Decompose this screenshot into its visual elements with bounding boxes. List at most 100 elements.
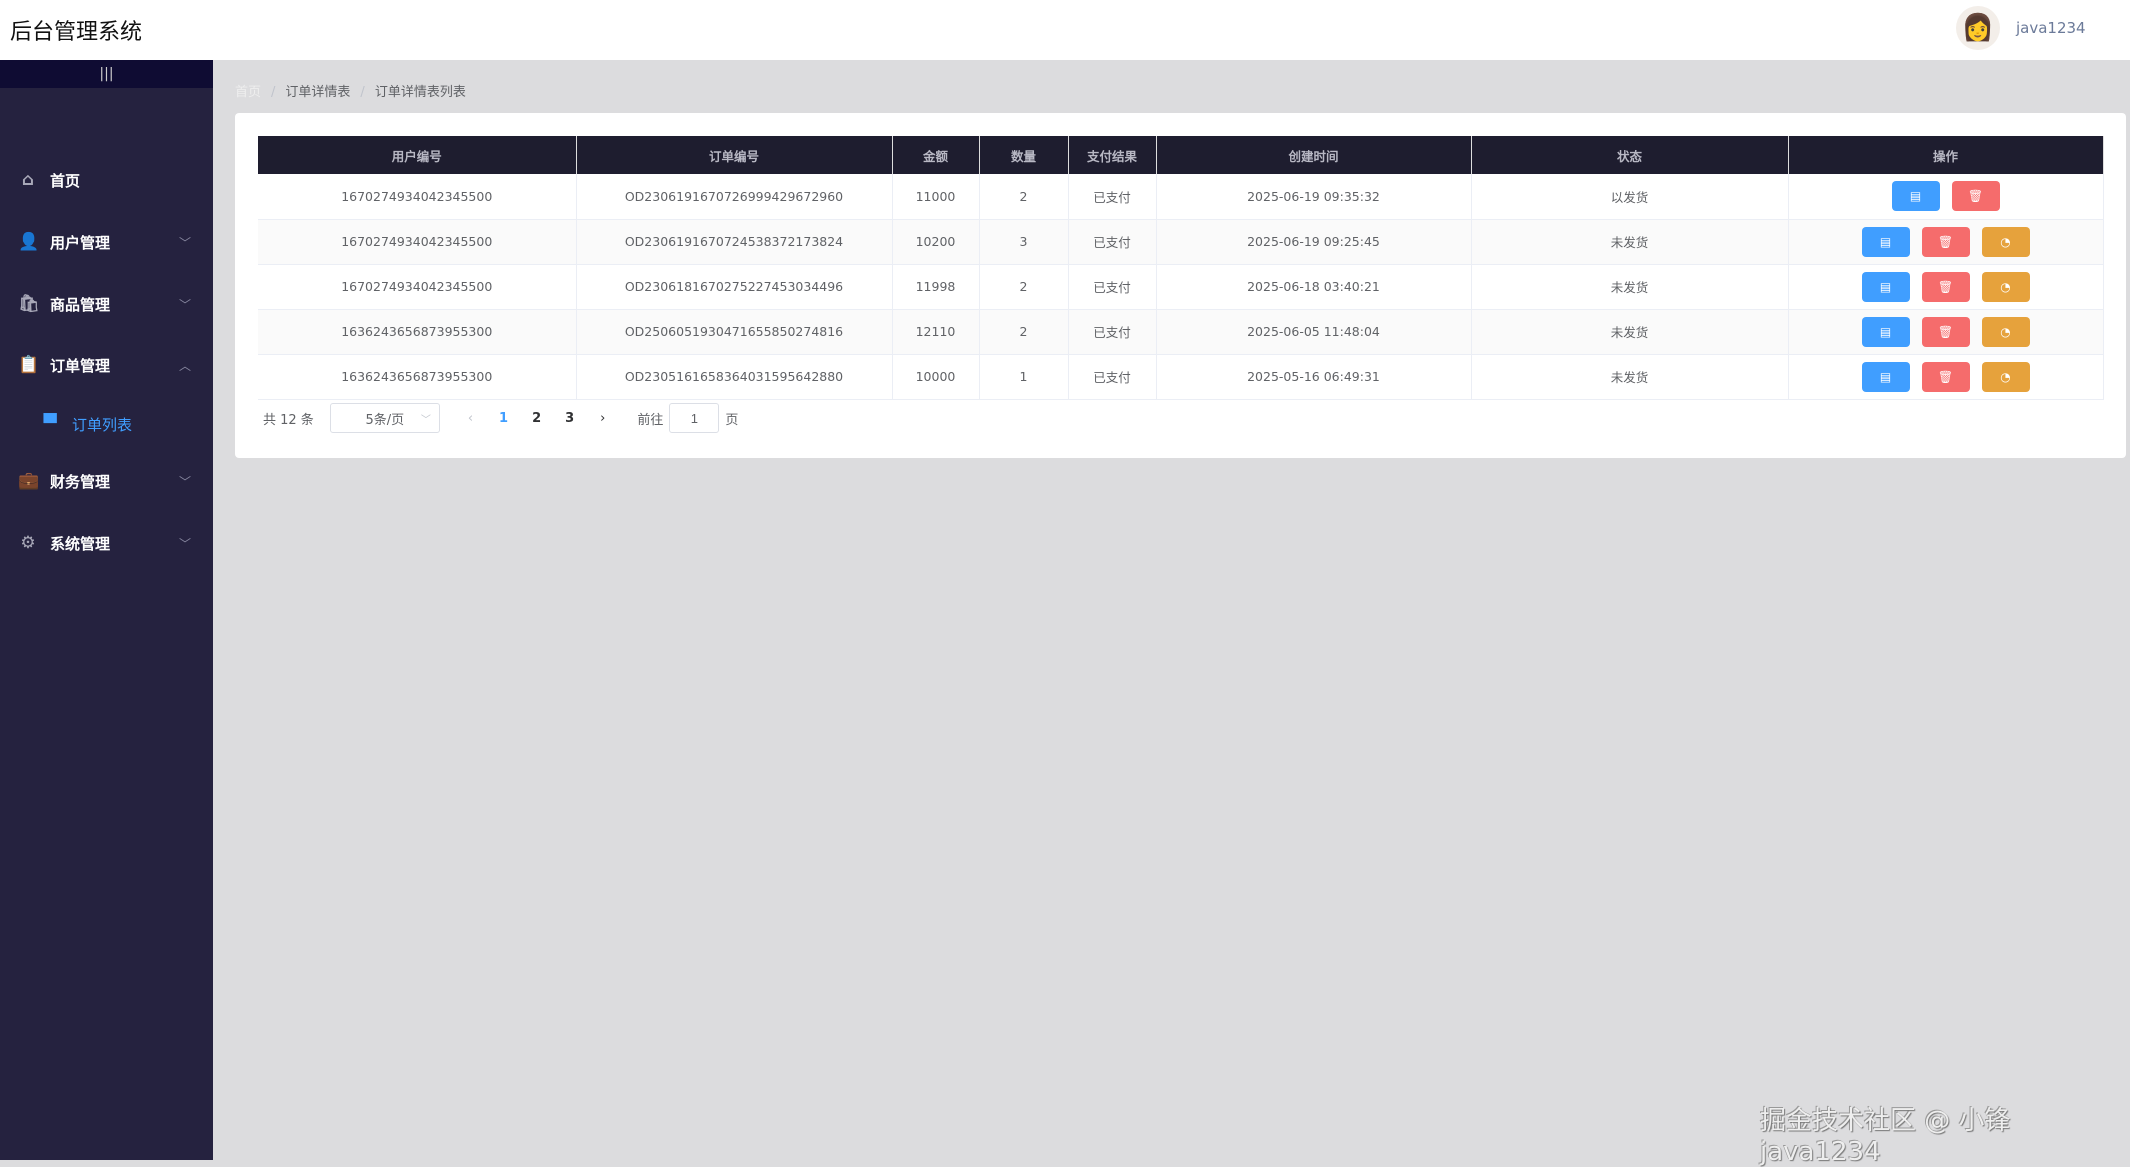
orders-table: 用户编号 订单编号 金额 数量 支付结果 创建时间 状态 操作 167027493404234… [258, 136, 2104, 400]
watermark: 掘金技术社区 @ 小锋java1234 [1760, 1106, 2011, 1167]
table-cell: 2025-05-16 06:49:31 [1156, 354, 1472, 400]
delete-button[interactable]: 🗑 [1921, 316, 1970, 347]
delete-icon: 🗑 [1937, 234, 1954, 249]
chevron-down-icon[interactable]: ﹀ [178, 297, 191, 312]
page-size-select[interactable]: 5条/页 ﹀ [329, 403, 440, 433]
breadcrumb-home[interactable]: 首页 [235, 85, 262, 100]
chevron-down-icon[interactable]: ﹀ [178, 474, 191, 489]
ship-button[interactable]: ◔ [1981, 271, 2030, 302]
page-2[interactable]: 2 [532, 410, 542, 426]
sidebar-item-label: 系统管理 [50, 534, 111, 553]
actions-cell: ▤ 🗑 ◔ [1788, 264, 2104, 310]
page-suffix: 页 [725, 412, 739, 428]
goto-page-input[interactable] [669, 403, 720, 433]
table-cell: 1670274934042345500 [258, 219, 577, 265]
ship-icon: ◔ [2000, 234, 2011, 249]
table-row: 1636243656873955300 OD2506051930471655850… [258, 309, 2104, 355]
table-cell: OD2305161658364031595642880 [576, 354, 893, 400]
table-cell: 10200 [892, 219, 980, 265]
table-cell: 1 [979, 354, 1069, 400]
table-cell: OD23061916707269994296729​60 [576, 174, 893, 220]
table-cell: 2025-06-05 11:48:04 [1156, 309, 1472, 355]
chevron-down-icon[interactable]: ﹀ [178, 235, 191, 250]
table-cell: 10000 [892, 354, 980, 400]
briefcase-icon: 💼 [18, 471, 40, 491]
table-cell: 已支付 [1068, 174, 1157, 220]
collapse-toggle[interactable]: ||| [0, 60, 213, 88]
edit-icon: ▤ [1909, 189, 1922, 204]
username[interactable]: java1234 [2016, 19, 2086, 37]
table-cell: 11000 [892, 174, 980, 220]
page-3[interactable]: 3 [565, 410, 575, 426]
chevron-up-icon[interactable]: ︿ [178, 358, 191, 373]
edit-button[interactable]: ▤ [1861, 361, 1910, 392]
table-cell: 已支付 [1068, 219, 1157, 265]
sidebar-item-0[interactable]: ⌂ 首页 [0, 160, 213, 200]
top-header: 后台管理系统 👩 java1234 [0, 0, 2130, 60]
table-cell: 2 [979, 309, 1069, 355]
column-header: 状态 [1471, 136, 1789, 174]
sidebar-item-4[interactable]: ▀ 订单列表 [0, 404, 213, 444]
table-cell: 以发货 [1471, 174, 1789, 220]
goto-label: 前往 [637, 412, 664, 428]
user-icon: 👤 [18, 232, 40, 252]
table-row: 1670274934042345500 OD2306191670726999429… [258, 174, 2104, 220]
ship-icon: ◔ [2000, 369, 2011, 384]
sidebar-item-2[interactable]: 🛍 商品管理 ﹀ [0, 284, 213, 324]
table-cell: 未发货 [1471, 264, 1789, 310]
table-cell: 2 [979, 174, 1069, 220]
table-cell: 已支付 [1068, 264, 1157, 310]
edit-button[interactable]: ▤ [1861, 271, 1910, 302]
table-row: 1636243656873955300 OD2305161658364031595… [258, 354, 2104, 400]
table-cell: 3 [979, 219, 1069, 265]
breadcrumb: 首页 / 订单详情表 / 订单详情表列表 [235, 85, 466, 100]
prev-page-button[interactable]: ‹ [467, 410, 474, 426]
chevron-down-icon[interactable]: ﹀ [178, 536, 191, 551]
column-header: 用户编号 [258, 136, 577, 174]
delete-button[interactable]: 🗑 [1951, 181, 2000, 212]
sidebar-item-3[interactable]: 📋 订单管理 ︿ [0, 345, 213, 385]
table-cell: 未发货 [1471, 219, 1789, 265]
total-count: 共 12 条 [263, 412, 314, 428]
breadcrumb-item[interactable]: 订单详情表 [285, 85, 351, 100]
page-1[interactable]: 1 [499, 410, 509, 426]
delete-button[interactable]: 🗑 [1921, 271, 1970, 302]
ship-button[interactable]: ◔ [1981, 316, 2030, 347]
gear-icon: ⚙ [20, 533, 36, 553]
sidebar-item-label: 商品管理 [50, 295, 111, 314]
delete-button[interactable]: 🗑 [1921, 226, 1970, 257]
edit-button[interactable]: ▤ [1861, 226, 1910, 257]
edit-button[interactable]: ▤ [1891, 181, 1940, 212]
sidebar-item-label: 首页 [50, 171, 81, 190]
table-cell: 已支付 [1068, 354, 1157, 400]
avatar[interactable]: 👩 [1956, 6, 2000, 50]
edit-icon: ▤ [1879, 234, 1892, 249]
delete-icon: 🗑 [1937, 369, 1954, 384]
next-page-button[interactable]: › [600, 410, 606, 426]
column-header: 订单编号 [576, 136, 893, 174]
delete-button[interactable]: 🗑 [1921, 361, 1970, 392]
table-cell: 1670274934042345500 [258, 264, 577, 310]
sidebar: ||| ⌂ 首页 👤 用户管理 ﹀ 🛍 商品管理 ﹀ 📋 订单管理 ︿ ▀ 订单列表 💼 财务管理 ﹀ ⚙ 系统管… [0, 60, 213, 1160]
ship-button[interactable]: ◔ [1981, 361, 2030, 392]
sidebar-item-1[interactable]: 👤 用户管理 ﹀ [0, 222, 213, 262]
table-cell: OD2306181670275227453034496 [576, 264, 893, 310]
edit-button[interactable]: ▤ [1861, 316, 1910, 347]
ship-button[interactable]: ◔ [1981, 226, 2030, 257]
bag-icon: 🛍 [18, 294, 40, 314]
sidebar-item-6[interactable]: ⚙ 系统管理 ﹀ [0, 523, 213, 563]
sidebar-item-5[interactable]: 💼 财务管理 ﹀ [0, 461, 213, 501]
ship-icon: ◔ [2000, 279, 2011, 294]
column-header: 金额 [892, 136, 980, 174]
actions-cell: ▤ 🗑 ◔ [1788, 219, 2104, 265]
delete-icon: 🗑 [1967, 189, 1984, 204]
sidebar-item-label: 财务管理 [50, 472, 111, 491]
edit-icon: ▤ [1879, 369, 1892, 384]
home-icon: ⌂ [21, 170, 35, 190]
table-cell: 1636243656873955300 [258, 354, 577, 400]
table-cell: 2025-06-19 09:35:32 [1156, 174, 1472, 220]
table-cell: OD2506051930471655850274816 [576, 309, 893, 355]
app-title: 后台管理系统 [10, 20, 143, 45]
chevron-down-icon: ﹀ [420, 414, 431, 426]
table-row: 1670274934042345500 OD2306191670724538372… [258, 219, 2104, 265]
